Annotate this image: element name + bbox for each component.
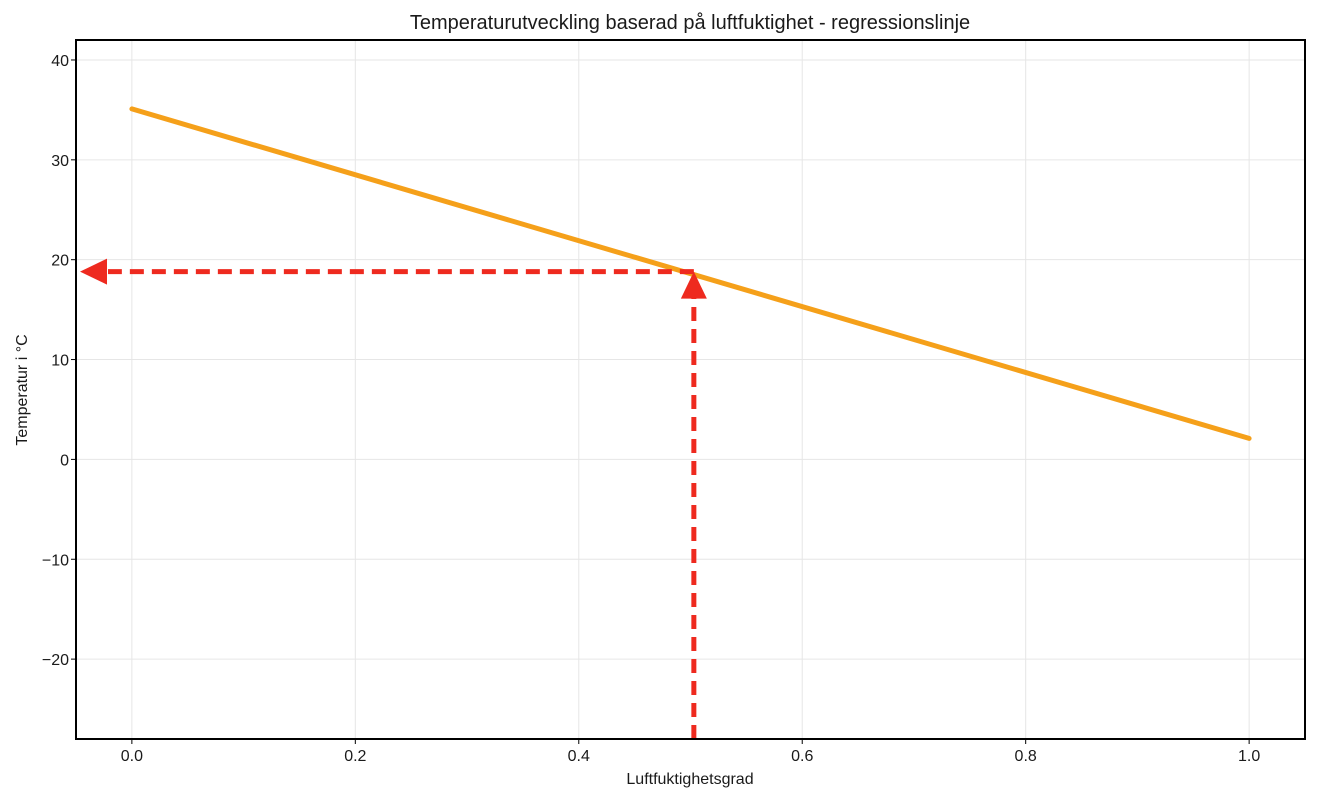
x-tick-label: 1.0 — [1238, 748, 1260, 765]
annotation-left-arrowhead — [80, 258, 107, 285]
x-axis-label: Luftfuktighetsgrad — [626, 771, 753, 788]
y-tick-label: 30 — [51, 153, 69, 170]
tick-layer: 0.0 0.2 0.4 0.6 0.8 1.0 −20 −10 0 10 20 30 40 — [42, 53, 1260, 765]
y-tick-label: 20 — [51, 253, 69, 270]
annotation-up-arrowhead — [680, 271, 707, 299]
y-tick-label: 10 — [51, 353, 69, 370]
y-tick-label: 0 — [60, 452, 69, 469]
plot-frame — [75, 39, 1306, 740]
annotation-layer — [80, 258, 707, 739]
x-tick-label: 0.2 — [344, 748, 366, 765]
x-tick-label: 0.8 — [1015, 748, 1037, 765]
y-tick-label: −10 — [42, 552, 69, 569]
x-tick-label: 0.0 — [121, 748, 143, 765]
x-tick-label: 0.6 — [791, 748, 813, 765]
x-tick-label: 0.4 — [568, 748, 590, 765]
y-tick-label: −20 — [42, 652, 69, 669]
y-tick-label: 40 — [51, 53, 69, 70]
chart-title: Temperaturutveckling baserad på luftfukt… — [410, 12, 970, 34]
y-axis-label: Temperatur i °C — [14, 334, 31, 445]
grid — [76, 40, 1305, 739]
